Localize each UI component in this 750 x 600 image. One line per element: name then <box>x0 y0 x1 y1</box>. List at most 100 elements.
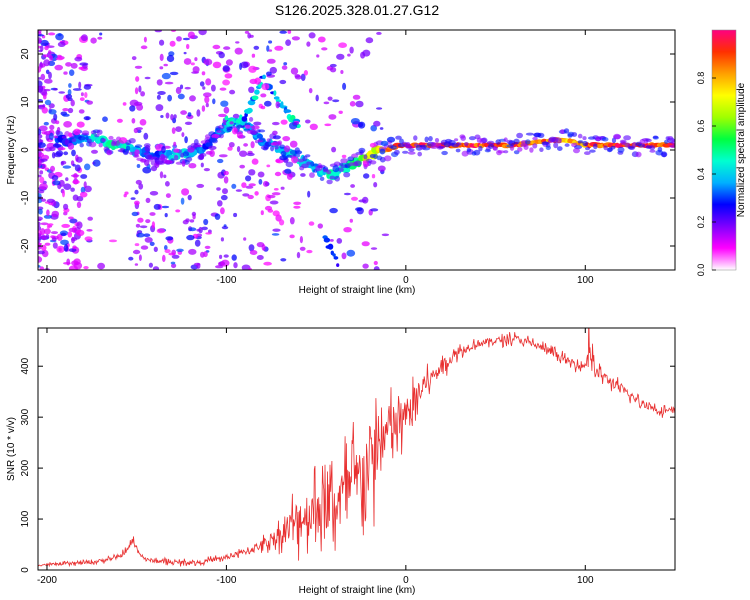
spectrogram-noise-cell <box>76 121 85 128</box>
spectrogram-noise-cell <box>246 152 255 157</box>
spectrogram-branch-cell <box>251 95 259 101</box>
colorbar-tick-label: 0.2 <box>696 216 706 229</box>
spectrogram-halo-cell <box>193 139 199 145</box>
spectrogram-halo-cell <box>624 142 631 148</box>
spectrogram-noise-cell <box>307 190 311 198</box>
spectrogram-noise-cell <box>243 143 249 147</box>
spectrogram-noise-cell <box>349 218 353 223</box>
spectrogram-halo-cell <box>78 135 86 141</box>
spectrogram-noise-cell <box>203 92 212 98</box>
spectrogram-xtick-label: -100 <box>216 275 236 286</box>
spectrogram-halo-cell <box>660 151 668 158</box>
spectrogram-noise-cell <box>173 114 177 119</box>
spectrogram-noise-cell <box>40 39 49 47</box>
spectrogram-noise-cell <box>67 142 75 150</box>
spectrogram-noise-cell <box>160 115 164 118</box>
spectrogram-noise-cell <box>51 210 60 218</box>
spectrogram-noise-cell <box>169 40 176 47</box>
snr-series-line <box>38 328 675 568</box>
spectrogram-noise-cell <box>131 56 137 61</box>
spectrogram-noise-cell <box>40 228 46 236</box>
spectrogram-noise-cell <box>299 246 306 251</box>
spectrogram-noise-cell <box>38 221 41 227</box>
spectrogram-noise-cell <box>369 142 377 148</box>
spectrogram-noise-cell <box>150 165 158 172</box>
spectrogram-noise-cell <box>280 119 288 125</box>
spectrogram-noise-cell <box>134 101 143 106</box>
spectrogram-noise-cell <box>164 249 171 254</box>
spectrogram-halo-cell <box>334 175 341 182</box>
spectrogram-noise-cell <box>48 50 52 55</box>
spectrogram-noise-cell <box>203 168 210 172</box>
spectrogram-noise-cell <box>272 141 281 145</box>
spectrogram-noise-cell <box>260 210 264 216</box>
spectrogram-noise-cell <box>71 149 76 157</box>
spectrogram-noise-cell <box>217 158 224 164</box>
spectrogram-noise-cell <box>293 205 301 209</box>
spectrogram-halo-cell <box>545 145 551 151</box>
spectrogram-noise-cell <box>61 223 71 228</box>
spectrogram-noise-cell <box>245 175 252 182</box>
spectrogram-noise-cell <box>39 170 44 175</box>
spectrogram-noise-cell <box>84 163 91 171</box>
spectrogram-noise-cell <box>253 121 262 126</box>
spectrogram-halo-cell <box>394 149 400 155</box>
snr-ytick-label: 0 <box>20 567 31 573</box>
spectrogram-noise-cell <box>241 264 251 270</box>
spectrogram-halo-cell <box>619 139 627 144</box>
spectrogram-halo-cell <box>134 144 143 148</box>
spectrogram-halo-cell <box>96 129 103 135</box>
spectrogram-halo-cell <box>567 133 573 138</box>
spectrogram-halo-cell <box>413 135 418 141</box>
spectrogram-noise-cell <box>38 250 45 255</box>
snr-ytick-label: 200 <box>20 459 31 476</box>
spectrogram-noise-cell <box>292 122 299 126</box>
spectrogram-noise-cell <box>187 31 195 39</box>
spectrogram-halo-cell <box>422 147 431 151</box>
spectrogram-noise-cell <box>194 144 203 148</box>
spectrogram-halo-cell <box>408 148 415 152</box>
spectrogram-halo-cell <box>513 138 520 145</box>
spectrogram-noise-cell <box>38 206 44 211</box>
spectrogram-noise-cell <box>170 114 174 121</box>
spectrogram-branch-cell <box>290 114 296 121</box>
spectrogram-noise-cell <box>271 233 280 236</box>
spectrogram-noise-cell <box>136 164 141 168</box>
spectrogram-halo-cell <box>649 145 656 151</box>
spectrogram-noise-cell <box>84 236 93 242</box>
spectrogram-noise-cell <box>131 211 139 217</box>
spectrogram-halo-cell <box>326 179 333 185</box>
spectrogram-noise-cell <box>379 148 386 155</box>
spectrogram-noise-cell <box>279 219 285 226</box>
spectrogram-cells <box>38 30 675 270</box>
spectrogram-halo-cell <box>669 144 675 148</box>
spectrogram-noise-cell <box>43 228 51 235</box>
spectrogram-ridge-cell <box>341 167 351 173</box>
figure-title: S126.2025.328.01.27.G12 <box>275 2 439 18</box>
spectrogram-noise-cell <box>260 105 266 110</box>
spectrogram-halo-cell <box>671 139 675 146</box>
spectrogram-halo-cell <box>539 147 544 152</box>
spectrogram-halo-cell <box>563 128 570 134</box>
spectrogram-halo-cell <box>486 140 495 145</box>
spectrogram-noise-cell <box>222 79 231 86</box>
spectrogram-branch-cell <box>327 243 334 250</box>
spectrogram-noise-cell <box>164 245 168 251</box>
spectrogram-noise-cell <box>212 44 221 50</box>
spectrogram-xlabel: Height of straight line (km) <box>299 285 416 296</box>
spectrogram-noise-cell <box>205 78 212 86</box>
spectrogram-noise-cell <box>43 54 49 58</box>
spectrogram-noise-cell <box>132 249 141 255</box>
spectrogram-halo-cell <box>274 145 279 150</box>
spectrogram-halo-cell <box>623 135 631 141</box>
spectrogram-noise-cell <box>200 162 204 168</box>
spectrogram-noise-cell <box>283 62 288 66</box>
spectrogram-noise-cell <box>165 181 170 187</box>
spectrogram-noise-cell <box>332 99 340 103</box>
spectrogram-noise-cell <box>336 53 345 60</box>
spectrogram-noise-cell <box>331 146 337 153</box>
spectrogram-noise-cell <box>201 71 206 76</box>
spectrogram-halo-cell <box>577 140 584 144</box>
spectrogram-noise-cell <box>68 216 74 220</box>
